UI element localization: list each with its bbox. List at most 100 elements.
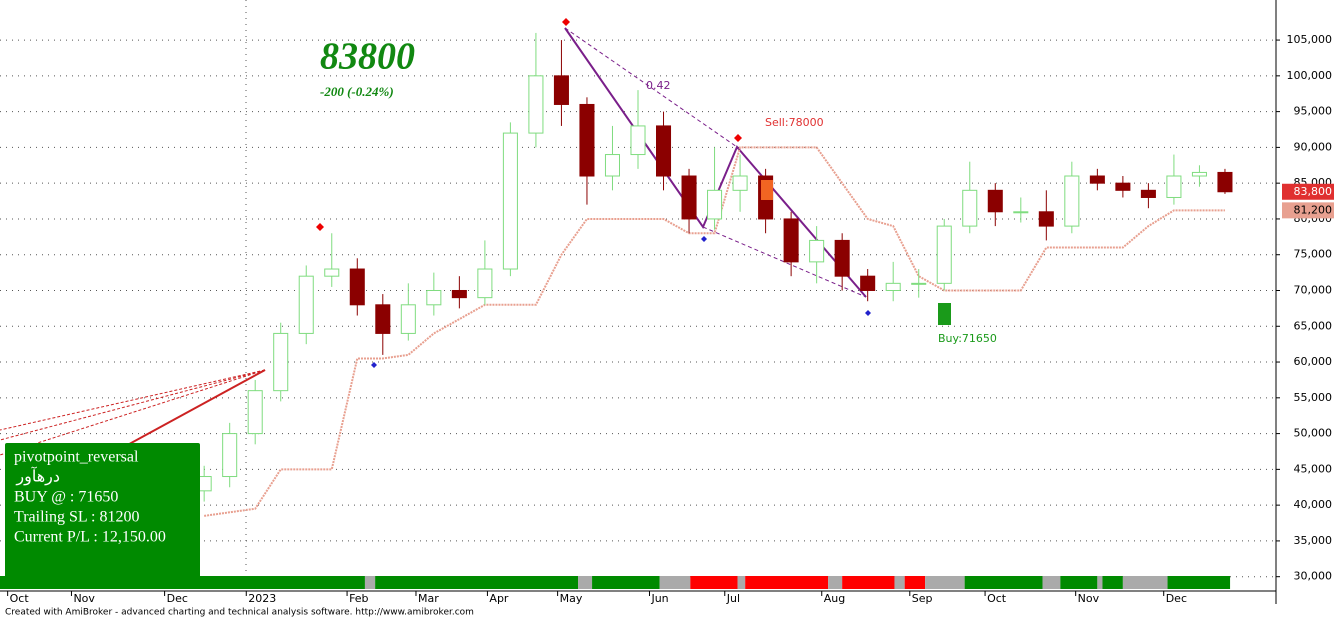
x-tick-label: Jun xyxy=(650,592,668,605)
headline-price: 83800 xyxy=(320,36,415,78)
info-line: درهآور xyxy=(15,466,60,486)
x-tick-label: Oct xyxy=(987,592,1007,605)
y-tick-label: 65,000 xyxy=(1294,319,1333,332)
ribbon-segment xyxy=(925,576,965,589)
candle-body xyxy=(783,218,799,263)
y-tick-label: 50,000 xyxy=(1294,427,1333,440)
fan-line xyxy=(0,369,266,456)
y-tick-label: 40,000 xyxy=(1294,498,1333,511)
ribbon-segment xyxy=(1097,576,1103,589)
candle-body xyxy=(630,125,646,156)
y-tick-label: 95,000 xyxy=(1294,105,1333,118)
pattern-ratio-line xyxy=(702,226,867,298)
x-tick-label: Oct xyxy=(10,592,30,605)
candle-body xyxy=(1038,211,1054,227)
ribbon-segment xyxy=(375,576,579,589)
footer: Created with AmiBroker - advanced charti… xyxy=(5,608,474,618)
candles xyxy=(196,32,1233,502)
x-tick-label: 2023 xyxy=(248,592,276,605)
x-tick-label: Mar xyxy=(418,592,439,605)
candle-body xyxy=(809,239,825,263)
candle-body xyxy=(222,433,238,478)
last-price-tag: 83,800 xyxy=(1294,185,1333,198)
candle-body xyxy=(604,154,620,177)
candle-body xyxy=(885,282,901,291)
axis-labels: 30,000 35,000 40,000 45,000 50,000 55,000 60,0… xyxy=(7,33,1334,605)
stop-line-group xyxy=(204,146,1225,517)
candle-body xyxy=(247,390,263,435)
y-tick-label: 55,000 xyxy=(1294,391,1333,404)
candle-body xyxy=(1089,175,1105,184)
ribbon-segment xyxy=(737,576,746,589)
x-tick-label: Apr xyxy=(489,592,509,605)
x-tick-label: Nov xyxy=(1078,592,1100,605)
candle-body xyxy=(732,175,748,191)
ribbon-segment xyxy=(1060,576,1098,589)
info-line: pivotpoint_reversal xyxy=(14,449,139,466)
ribbon-segment xyxy=(904,576,926,589)
x-tick-label: May xyxy=(560,592,583,605)
candle-body xyxy=(707,189,723,220)
info-line: Trailing SL : 81200 xyxy=(14,509,140,526)
x-tick-label: Aug xyxy=(824,592,845,605)
candle-body xyxy=(528,75,544,134)
ribbon-segment xyxy=(1102,576,1123,589)
y-tick-label: 30,000 xyxy=(1294,570,1333,583)
candle-body xyxy=(298,275,314,334)
stop-price-tag-bg xyxy=(1282,202,1334,219)
sell-label: Sell:78000 xyxy=(765,116,824,129)
candle-body xyxy=(400,304,416,334)
ribbon-segment xyxy=(690,576,738,589)
ribbon-segment xyxy=(964,576,1043,589)
ribbon-segment xyxy=(659,576,691,589)
y-tick-label: 105,000 xyxy=(1287,33,1333,46)
candle-body xyxy=(502,132,518,270)
info-box-bg xyxy=(5,443,200,585)
candle-body xyxy=(1191,171,1207,177)
info-box: pivotpoint_reversal درهآور BUY @ : 71650… xyxy=(5,443,200,585)
x-tick-label: Dec xyxy=(167,592,188,605)
ribbon-segment xyxy=(1122,576,1168,589)
last-price-tag-bg xyxy=(1282,183,1334,200)
buy-arrow xyxy=(938,303,951,325)
candle-body xyxy=(579,103,595,177)
y-tick-label: 90,000 xyxy=(1294,140,1333,153)
trough-marker xyxy=(371,362,377,368)
candle-body xyxy=(681,175,697,220)
candle-body xyxy=(1166,175,1182,198)
x-tick-label: Sep xyxy=(912,592,933,605)
candle-body xyxy=(553,75,569,105)
candle-body xyxy=(1064,175,1080,227)
stop-price-tag: 81,200 xyxy=(1294,203,1333,216)
candle-body xyxy=(860,275,876,291)
candle-body xyxy=(426,289,442,306)
buy-label: Buy:71650 xyxy=(938,332,997,345)
x-tick-label: Feb xyxy=(349,592,368,605)
x-tick-label: Nov xyxy=(73,592,95,605)
candle-body xyxy=(834,239,850,277)
y-tick-label: 100,000 xyxy=(1287,69,1333,82)
ribbon-segment xyxy=(592,576,660,589)
candle-body xyxy=(962,189,978,227)
ribbon-segment xyxy=(1167,576,1231,589)
candle-body xyxy=(936,225,952,284)
info-line: BUY @ : 71650 xyxy=(14,489,118,506)
candle-body xyxy=(1115,182,1131,191)
info-line: Current P/L : 12,150.00 xyxy=(14,529,166,546)
y-tick-label: 45,000 xyxy=(1294,462,1333,475)
x-tick-label: Jul xyxy=(726,592,740,605)
ribbon-segment xyxy=(828,576,843,589)
candle-body xyxy=(477,268,493,299)
candle-body xyxy=(273,332,289,392)
candle-body xyxy=(375,304,391,334)
ratio-label: 0.42 xyxy=(646,79,671,92)
trailing-stop-line xyxy=(204,146,1225,517)
fan-line xyxy=(0,369,266,441)
peak-marker xyxy=(316,223,324,231)
y-tick-label: 70,000 xyxy=(1294,283,1333,296)
candle-body xyxy=(911,282,927,285)
sell-arrow xyxy=(761,180,773,200)
